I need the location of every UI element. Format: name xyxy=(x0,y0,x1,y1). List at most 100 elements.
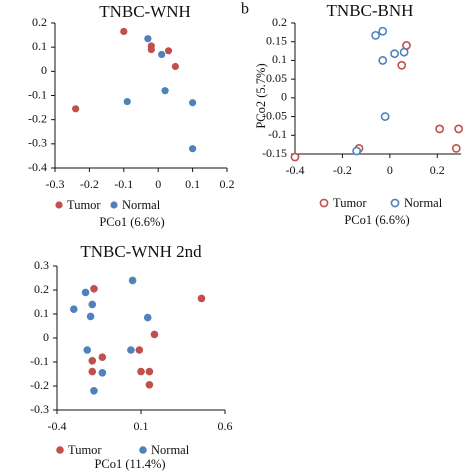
legend: Tumor Normal xyxy=(319,196,443,210)
y-axis-label: PCo2 (5.7%) xyxy=(254,63,268,128)
normal-point xyxy=(144,35,152,43)
series-tumor xyxy=(88,285,206,389)
y-tick-label: 0.1 xyxy=(272,52,287,66)
y-tick-label: 0.3 xyxy=(34,258,49,272)
tumor-point xyxy=(397,60,407,70)
y-tick-label: -0.1 xyxy=(268,127,287,141)
series-tumor xyxy=(72,27,179,113)
normal-point xyxy=(352,146,362,156)
tumor-point xyxy=(135,346,144,354)
y-tick-label: -0.4 xyxy=(28,160,47,174)
tumor-point xyxy=(90,285,98,293)
y-tick-label: -0.3 xyxy=(28,136,47,150)
tumor-point xyxy=(150,330,159,339)
normal-point xyxy=(378,26,388,36)
normal-point xyxy=(378,56,388,65)
legend-marker-tumor xyxy=(319,198,329,208)
x-tick-label: -0.4 xyxy=(286,163,305,177)
normal-point xyxy=(158,50,166,59)
y-tick-label: 0.1 xyxy=(32,39,47,53)
tumor-point xyxy=(145,367,154,376)
normal-point xyxy=(189,145,197,153)
y-tick-label: -0.15 xyxy=(262,146,287,160)
tumor-point xyxy=(145,381,154,389)
x-tick-label: 0 xyxy=(155,177,161,191)
series-normal xyxy=(123,35,197,153)
y-tick-label: 0 xyxy=(41,63,47,77)
normal-point xyxy=(90,387,98,395)
legend-marker-normal xyxy=(390,198,400,208)
normal-point xyxy=(127,346,135,354)
y-tick-label: 0 xyxy=(43,330,49,344)
normal-point xyxy=(161,87,169,95)
legend-marker-tumor xyxy=(56,446,64,454)
normal-point xyxy=(70,305,78,314)
tumor-point xyxy=(451,143,461,153)
y-tick-label: -0.2 xyxy=(30,378,49,392)
normal-point xyxy=(371,30,381,40)
normal-point xyxy=(390,49,399,59)
x-tick-label: -0.2 xyxy=(80,177,99,191)
y-tick-label: -0.3 xyxy=(30,402,49,416)
legend: Tumor Normal xyxy=(55,198,161,212)
y-tick-label: 0.1 xyxy=(34,306,49,320)
legend-label-normal: Normal xyxy=(404,196,443,210)
y-tick-label: 0.15 xyxy=(266,33,287,47)
chart-panel-1: TNBC-WNH 0.2 0.1 0 -0.1 -0.2 -0.3 -0.4 -0.3 -0.2 -… xyxy=(28,2,235,229)
x-axis-label: PCo1 (11.4%) xyxy=(94,457,165,471)
series-normal xyxy=(70,276,152,395)
y-tick-label: 0.2 xyxy=(34,282,49,296)
x-axis-label: PCo1 (6.6%) xyxy=(99,215,164,229)
legend-marker-normal xyxy=(110,201,118,209)
normal-point xyxy=(143,313,152,322)
x-axis-label: PCo1 (6.6%) xyxy=(344,213,409,227)
normal-point xyxy=(81,288,90,297)
x-tick-label: 0.6 xyxy=(218,419,233,433)
legend-label-normal: Normal xyxy=(122,198,161,212)
tumor-point xyxy=(290,152,300,162)
tumor-point xyxy=(120,27,128,36)
legend-marker-normal xyxy=(139,446,147,454)
chart-title: TNBC-WNH xyxy=(99,2,191,21)
legend-label-normal: Normal xyxy=(151,443,190,457)
tumor-point xyxy=(137,367,145,376)
chart-panel-2: b TNBC-BNH 0.2 0.15 0.1 0.05 0 -0.05 -0.1 -0.15 -0… xyxy=(241,1,464,227)
tumor-point xyxy=(164,47,173,55)
tumor-point xyxy=(88,367,97,376)
x-tick-label: 0.2 xyxy=(220,177,235,191)
normal-point xyxy=(98,369,107,377)
legend-label-tumor: Tumor xyxy=(333,196,367,210)
y-tick-label: 0 xyxy=(281,90,287,104)
series-normal xyxy=(352,26,409,156)
normal-point xyxy=(86,312,95,321)
x-tick-label: 0.2 xyxy=(430,163,445,177)
y-tick-label: -0.2 xyxy=(28,111,47,125)
chart-title: TNBC-BNH xyxy=(327,1,414,20)
y-tick-label: -0.05 xyxy=(262,108,287,122)
y-tick-label: -0.1 xyxy=(30,354,49,368)
tumor-point xyxy=(454,124,464,134)
y-tick-label: -0.1 xyxy=(28,87,47,101)
legend-marker-tumor xyxy=(55,201,63,209)
panel-letter: b xyxy=(241,1,249,18)
y-tick-label: 0.05 xyxy=(266,71,287,85)
tumor-point xyxy=(98,353,107,362)
x-tick-label: 0.1 xyxy=(185,177,200,191)
series-tumor xyxy=(290,41,464,162)
normal-point xyxy=(399,47,409,57)
normal-point xyxy=(88,300,97,309)
normal-point xyxy=(123,97,131,106)
legend: Tumor Normal xyxy=(56,443,190,457)
x-tick-label: -0.4 xyxy=(48,419,67,433)
y-tick-label: 0.2 xyxy=(272,15,287,29)
y-tick-label: 0.2 xyxy=(32,15,47,29)
normal-point xyxy=(189,99,197,107)
tumor-point xyxy=(72,105,80,113)
tumor-point xyxy=(435,124,445,134)
normal-point xyxy=(83,346,92,354)
tumor-point xyxy=(171,62,179,71)
chart-panel-3: TNBC-WNH 2nd 0.3 0.2 0.1 0 -0.1 -0.2 -0.3 -0.4 0.… xyxy=(30,242,233,471)
tumor-point xyxy=(88,357,97,365)
tumor-point xyxy=(147,45,155,54)
